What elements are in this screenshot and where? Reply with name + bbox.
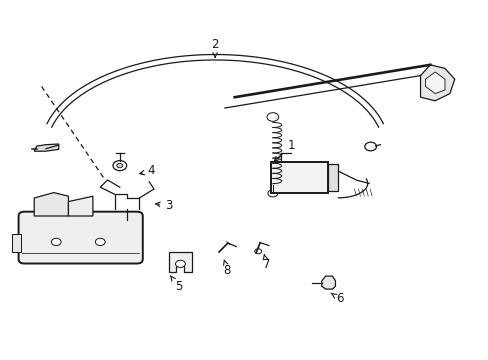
Text: 6: 6 bbox=[330, 292, 343, 305]
FancyBboxPatch shape bbox=[19, 212, 142, 264]
Text: 8: 8 bbox=[223, 260, 231, 276]
FancyBboxPatch shape bbox=[271, 162, 327, 193]
Circle shape bbox=[254, 249, 261, 254]
Circle shape bbox=[266, 113, 278, 121]
Polygon shape bbox=[425, 72, 444, 94]
Polygon shape bbox=[168, 252, 192, 272]
Text: 5: 5 bbox=[170, 276, 182, 293]
Text: 4: 4 bbox=[140, 165, 155, 177]
FancyBboxPatch shape bbox=[118, 219, 136, 225]
Circle shape bbox=[95, 238, 105, 246]
Text: 2: 2 bbox=[211, 39, 219, 58]
FancyBboxPatch shape bbox=[327, 164, 338, 191]
Polygon shape bbox=[420, 65, 454, 101]
Polygon shape bbox=[12, 234, 20, 252]
Text: 7: 7 bbox=[262, 255, 270, 271]
Circle shape bbox=[117, 163, 122, 168]
Text: 3: 3 bbox=[155, 199, 172, 212]
Polygon shape bbox=[321, 276, 335, 289]
Circle shape bbox=[51, 238, 61, 246]
Polygon shape bbox=[34, 144, 59, 151]
Circle shape bbox=[364, 142, 376, 151]
Circle shape bbox=[175, 260, 185, 267]
Polygon shape bbox=[68, 196, 93, 216]
Text: 1: 1 bbox=[274, 139, 294, 161]
Polygon shape bbox=[34, 193, 68, 216]
Circle shape bbox=[267, 190, 277, 197]
Circle shape bbox=[113, 161, 126, 171]
